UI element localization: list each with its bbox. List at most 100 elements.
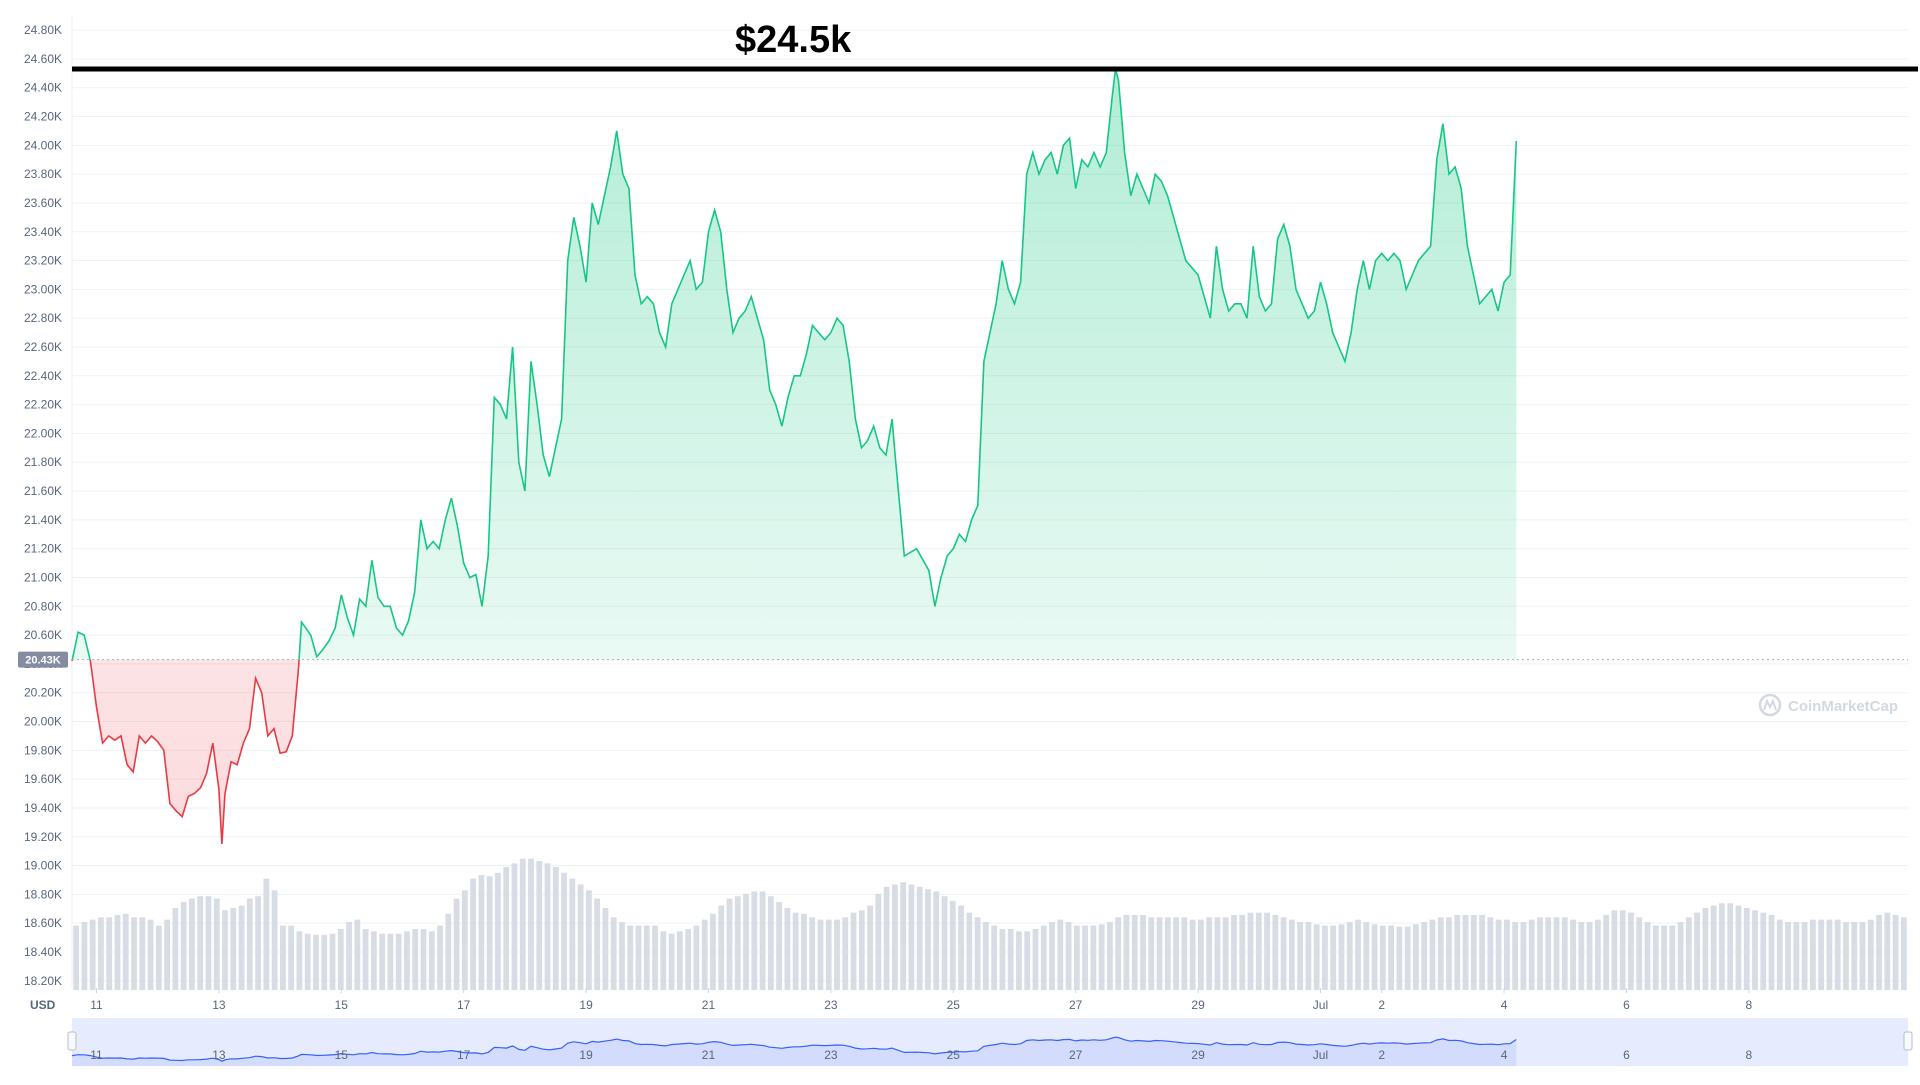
- volume-bar: [1057, 919, 1064, 990]
- volume-bar: [1537, 917, 1543, 990]
- volume-bar: [486, 876, 493, 990]
- volume-bar: [1156, 917, 1163, 990]
- volume-bar: [1437, 917, 1444, 990]
- volume-bar: [627, 925, 634, 990]
- y-tick-label: 19.80K: [24, 743, 62, 757]
- y-tick-label: 24.80K: [24, 23, 62, 37]
- volume-bar: [387, 933, 394, 990]
- y-tick-label: 24.20K: [24, 110, 62, 124]
- volume-bar: [230, 907, 237, 990]
- x-tick-label: 4: [1501, 998, 1508, 1012]
- volume-bar: [1164, 917, 1171, 990]
- volume-bar: [1768, 914, 1775, 990]
- volume-bar: [1197, 919, 1204, 990]
- volume-bar: [263, 878, 270, 990]
- volume-bar: [1181, 917, 1188, 990]
- volume-bar: [1115, 917, 1122, 990]
- volume-bar: [313, 934, 319, 990]
- volume-bar: [552, 866, 559, 990]
- current-price-badge: [18, 651, 68, 668]
- volume-bar: [495, 872, 501, 990]
- volume-bar: [999, 929, 1006, 990]
- navigator-area: [72, 1037, 1517, 1066]
- volume-bar: [759, 891, 766, 990]
- volume-bar: [1809, 919, 1816, 990]
- volume-bar: [569, 878, 576, 990]
- volume-bar: [1222, 917, 1229, 990]
- volume-bar: [205, 896, 212, 990]
- volume-bar: [916, 886, 923, 990]
- volume-bar: [1685, 917, 1692, 990]
- volume-bar: [155, 925, 162, 990]
- volume-bar: [1479, 914, 1485, 990]
- y-tick-label: 24.60K: [24, 52, 62, 66]
- volume-bar: [991, 925, 998, 990]
- annotation-line: $24.5k: [72, 19, 1918, 72]
- volume-bar: [1239, 914, 1246, 990]
- y-tick-label: 23.20K: [24, 254, 62, 268]
- volume-bar: [461, 890, 468, 990]
- volume-bar: [1305, 921, 1312, 990]
- navigator-line: [71, 1036, 1517, 1062]
- current-price-label: 20.43K: [25, 655, 61, 667]
- volume-bar: [1561, 917, 1568, 990]
- volume-bar: [1255, 912, 1262, 990]
- volume-bar: [1032, 929, 1039, 990]
- y-tick-label: 19.20K: [24, 830, 62, 844]
- volume-bar: [1661, 925, 1667, 990]
- navigator-handle[interactable]: [67, 1031, 77, 1051]
- volume-bar: [1495, 919, 1502, 990]
- volume-bar: [321, 934, 328, 990]
- volume-bar: [1355, 919, 1361, 990]
- y-tick-label: 21.20K: [24, 542, 62, 556]
- volume-bar: [1851, 921, 1858, 990]
- y-tick-label: 21.80K: [24, 455, 62, 469]
- y-tick-label: 22.40K: [24, 369, 62, 383]
- volume-bar: [1735, 905, 1742, 990]
- y-tick-label: 23.80K: [24, 167, 62, 181]
- volume-bar: [1793, 921, 1800, 990]
- volume-bar: [1594, 919, 1601, 990]
- y-tick-label: 23.40K: [24, 225, 62, 239]
- volume-bar: [1297, 921, 1304, 990]
- y-tick-label: 21.60K: [24, 484, 62, 498]
- volume-bar: [1247, 912, 1254, 990]
- volume-bar: [1346, 921, 1353, 990]
- volume-bar: [73, 925, 80, 990]
- volume-bar: [966, 912, 973, 990]
- volume-bar: [1024, 931, 1031, 990]
- y-tick-label: 22.80K: [24, 311, 62, 325]
- volume-bar: [1603, 914, 1610, 990]
- volume-bar: [933, 891, 940, 990]
- volume-bar: [114, 914, 121, 990]
- volume-bar: [883, 886, 890, 990]
- volume-bar: [246, 898, 253, 990]
- volume-bar: [1826, 919, 1833, 990]
- volume-bar: [792, 912, 799, 990]
- navigator-tick-label: 27: [1069, 1048, 1083, 1062]
- volume-bar: [1818, 919, 1825, 990]
- volume-bar: [1140, 914, 1146, 990]
- volume-bar: [1876, 914, 1882, 990]
- volume-bar: [346, 921, 352, 990]
- volume-bar: [900, 882, 907, 990]
- navigator-handle[interactable]: [1903, 1031, 1913, 1051]
- x-tick-label: 15: [335, 998, 349, 1012]
- volume-bar: [784, 907, 791, 990]
- volume-bar: [536, 861, 543, 990]
- volume-bar: [1702, 907, 1709, 990]
- x-tick-label: 29: [1191, 998, 1205, 1012]
- range-navigator[interactable]: 11 13 15 17 19 21 23 25 27 29 Jul 2 4 6 8: [67, 1018, 1913, 1066]
- volume-bar: [1636, 917, 1643, 990]
- volume-bar: [370, 931, 377, 990]
- price-line-up: [71, 68, 1518, 660]
- volume-bar: [1834, 919, 1841, 990]
- volume-bar: [1388, 925, 1395, 990]
- volume-bar: [941, 896, 948, 990]
- volume-bar: [1272, 914, 1279, 990]
- x-tick-label: 27: [1069, 998, 1083, 1012]
- volume-bar: [1371, 924, 1378, 990]
- volume-bar: [1727, 903, 1734, 990]
